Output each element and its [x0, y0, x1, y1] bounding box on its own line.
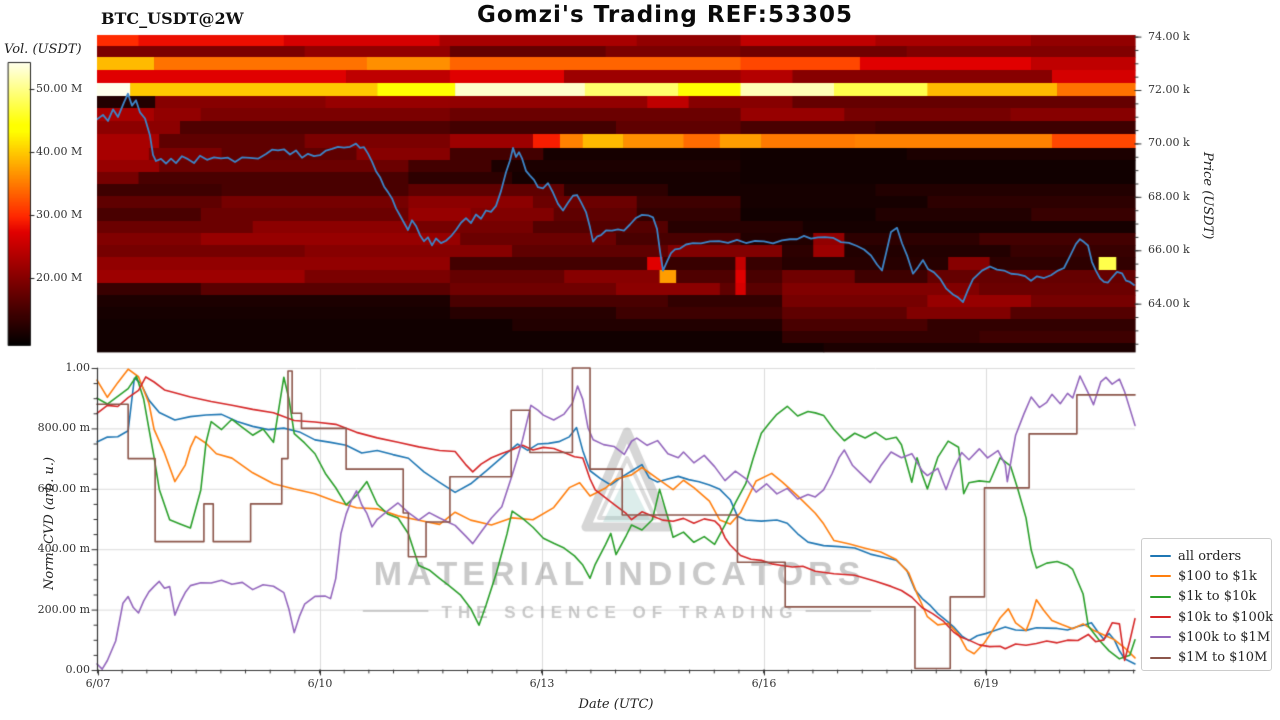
legend-line-swatch [1150, 595, 1171, 598]
symbol-label: BTC_USDT@2W [101, 9, 244, 28]
cvd-axis-label: Norm. CVD (arb. u.) [42, 456, 57, 590]
legend-item: $100k to $1M [1150, 627, 1270, 647]
date-tick-label: 6/10 [307, 677, 333, 690]
date-tick-label: 6/16 [751, 677, 777, 690]
legend-item: all orders [1150, 546, 1265, 566]
cvd-tick-label: 0.00 [65, 663, 91, 676]
cvd-tick-label: 400.00 m [37, 542, 90, 556]
legend-item: $1k to $10k [1150, 587, 1265, 607]
legend-item: $100 to $1k [1150, 566, 1265, 586]
price-tick-label: 70.00 k [1148, 136, 1190, 150]
legend-line-swatch [1150, 636, 1171, 639]
colorbar-axis-label: Vol. (USDT) [4, 42, 82, 57]
legend-line-swatch [1150, 656, 1171, 659]
price-tick-label: 64.00 k [1148, 296, 1190, 310]
volume-tick-label: 50.00 M [36, 82, 83, 95]
price-tick-label: 66.00 k [1148, 243, 1190, 257]
price-tick-label: 74.00 k [1148, 29, 1190, 43]
legend-line-swatch [1150, 616, 1171, 619]
price-axis-label: Price (USDT) [1200, 152, 1215, 240]
legend-item: $10k to $100k [1150, 607, 1273, 627]
cvd-tick-label: 1.00 [65, 361, 91, 374]
date-axis-label: Date (UTC) [578, 697, 654, 712]
legend: all orders $100 to $1k $1k to $10k $10k to … [1141, 538, 1273, 671]
page-title: Gomzi's Trading REF:53305 [477, 2, 853, 28]
legend-item-label: all orders [1178, 548, 1242, 564]
volume-tick-label: 40.00 M [36, 145, 83, 158]
legend-line-swatch [1150, 575, 1171, 578]
legend-item-label: $1k to $10k [1178, 589, 1257, 605]
legend-item-label: $100k to $1M [1178, 629, 1271, 645]
cvd-tick-label: 200.00 m [37, 602, 90, 616]
date-tick-label: 6/13 [529, 677, 555, 690]
legend-item-label: $1M to $10M [1178, 650, 1268, 666]
cvd-tick-label: 800.00 m [37, 421, 90, 435]
date-tick-label: 6/19 [973, 677, 999, 690]
price-tick-label: 72.00 k [1148, 83, 1190, 96]
legend-line-swatch [1150, 555, 1171, 558]
legend-item-label: $10k to $100k [1178, 609, 1273, 625]
volume-tick-label: 20.00 M [36, 271, 83, 284]
price-tick-label: 68.00 k [1148, 189, 1190, 203]
date-tick-label: 6/07 [85, 677, 111, 690]
legend-item: $1M to $10M [1150, 647, 1268, 667]
volume-tick-label: 30.00 M [36, 208, 83, 221]
cvd-tick-label: 600.00 m [37, 481, 90, 495]
legend-item-label: $100 to $1k [1178, 568, 1257, 584]
